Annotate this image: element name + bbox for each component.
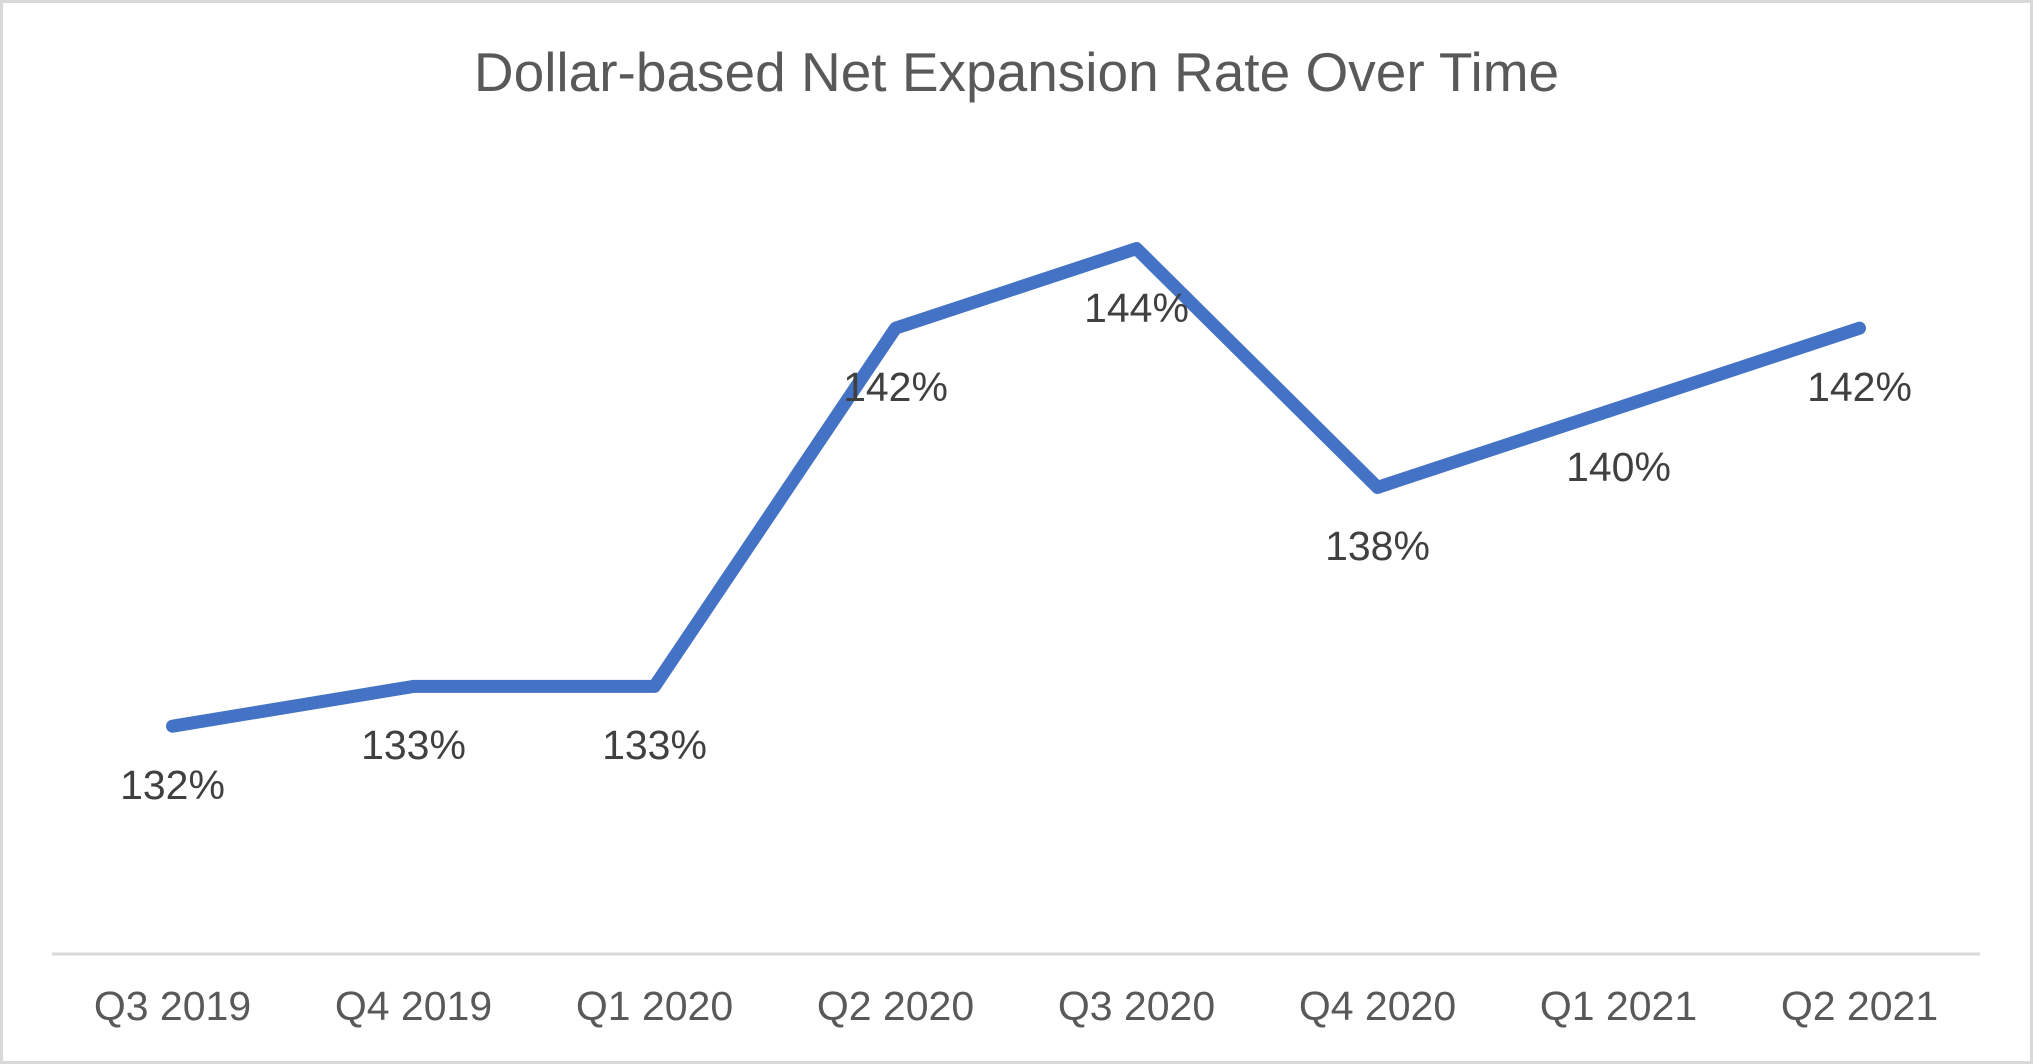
x-axis-label: Q4 2020 [1298,983,1457,1029]
x-axis-label: Q3 2019 [93,983,252,1029]
data-label: 138% [1325,523,1430,570]
chart-title: Dollar-based Net Expansion Rate Over Tim… [473,41,1560,103]
data-label: 132% [120,762,225,809]
x-axis-label: Q2 2021 [1780,983,1939,1029]
x-axis-label: Q3 2020 [1057,983,1216,1029]
x-axis-label: Q1 2021 [1539,983,1698,1029]
x-axis-label: Q1 2020 [575,983,734,1029]
x-axis-label: Q2 2020 [816,983,975,1029]
data-label: 144% [1084,284,1189,331]
data-label: 133% [602,722,707,769]
data-label: 142% [843,364,948,411]
data-label: 140% [1566,443,1671,490]
x-axis-label: Q4 2019 [334,983,493,1029]
series-line [166,242,1866,733]
data-label: 142% [1807,364,1912,411]
data-label: 133% [361,722,466,769]
